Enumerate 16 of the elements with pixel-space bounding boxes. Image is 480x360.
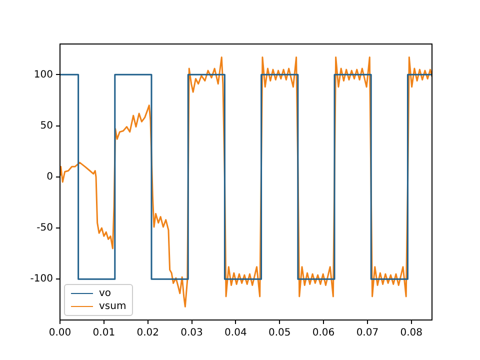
y-tick-label: 100: [34, 69, 53, 80]
x-tick-label: 0.01: [92, 328, 116, 339]
x-tick-label: 0.04: [224, 328, 247, 339]
x-tick-label: 0.03: [180, 328, 203, 339]
legend-label: vsum: [99, 300, 126, 313]
x-tick-label: 0.05: [268, 328, 291, 339]
y-tick-label: -50: [36, 222, 53, 234]
x-tick-label: 0.07: [356, 328, 379, 339]
x-tick-label: 0.06: [312, 328, 335, 339]
y-tick-label: 0: [46, 171, 53, 182]
y-tick-label: -100: [30, 274, 53, 285]
y-tick-label: 50: [40, 120, 53, 132]
legend-label: vo: [99, 287, 112, 300]
x-tick-label: 0.08: [400, 328, 422, 339]
x-tick-label: 0.00: [48, 328, 72, 339]
x-tick-label: 0.02: [136, 328, 159, 339]
